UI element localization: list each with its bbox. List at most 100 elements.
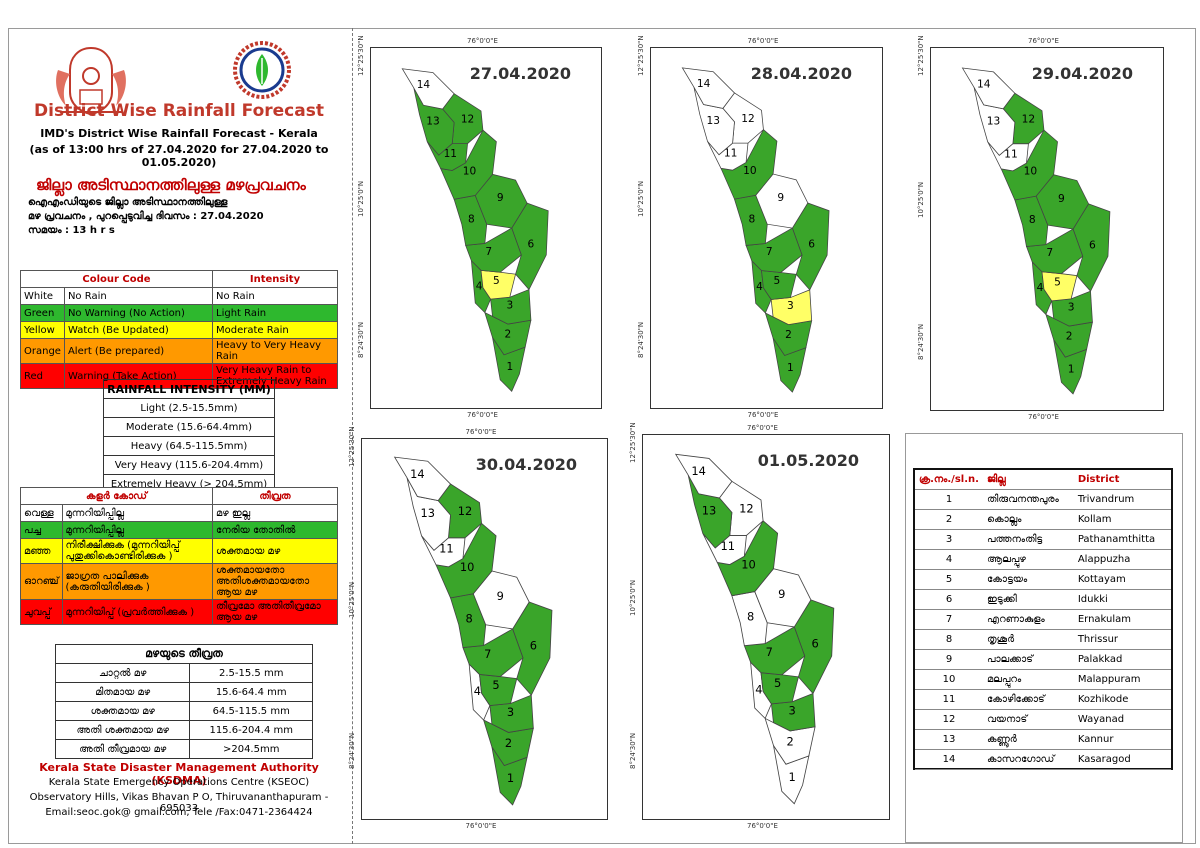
district-number: 5 xyxy=(915,569,983,590)
colour-code-ml-intensity: ശക്തമായതോ അതിശക്തമായതോ ആയ മഴ xyxy=(212,563,338,600)
district-number: 11 xyxy=(915,689,983,710)
colour-code-colour: White xyxy=(20,287,65,305)
sl-no-header: ക്ര.നം./sl.n. xyxy=(915,470,983,490)
district-area-6 xyxy=(791,202,830,291)
district-number-label: 11 xyxy=(444,148,457,160)
district-number-label: 5 xyxy=(493,275,500,287)
ksdma-name: Kerala State Disaster Management Authori… xyxy=(39,761,319,787)
district-number-label: 5 xyxy=(492,678,499,692)
longitude-label-bottom: 76°0'0"E xyxy=(465,822,497,830)
district-number-label: 10 xyxy=(460,560,474,574)
intensity-row: Moderate (15.6-64.4mm) xyxy=(103,417,275,437)
district-number-label: 4 xyxy=(476,281,483,293)
district-number-label: 12 xyxy=(739,502,754,516)
colour-code-ml-row: ഓറഞ്ച് ജാഗ്രത പാലിക്കുക (കരുതിയിരിക്കുക )… xyxy=(20,563,338,600)
district-number-label: 3 xyxy=(789,703,796,717)
colour-code-intensity: Moderate Rain xyxy=(212,321,338,339)
district-area-14 xyxy=(674,453,733,499)
district-number: 7 xyxy=(915,609,983,630)
district-area-14 xyxy=(401,68,455,110)
colour-code-ml-row: വെള്ള മുന്നറിയിപ്പില്ല മഴ ഇല്ല xyxy=(20,504,338,522)
longitude-label-top: 76°0'0"E xyxy=(1028,37,1059,45)
forecast-subtitle: IMD's District Wise Rainfall Forecast - … xyxy=(40,127,318,140)
map-date: 27.04.2020 xyxy=(469,64,571,83)
latitude-label: 10°25'0"N xyxy=(357,180,365,217)
district-en-header: District xyxy=(1073,470,1171,490)
colour-code-ml-colour: മഞ്ഞ xyxy=(20,538,63,564)
intensity-ml-row: അതി തീവ്രമായ മഴ >204.5mm xyxy=(54,739,313,759)
district-number-label: 7 xyxy=(1046,246,1053,259)
colour-code-ml-colour: പച്ച xyxy=(20,521,63,539)
latitude-label: 12°25'30"N xyxy=(629,422,637,463)
district-name-ml: തിരുവനന്തപുരം xyxy=(983,489,1074,510)
ksdma-logo xyxy=(233,41,291,99)
intensity-ml-value: 115.6-204.4 mm xyxy=(189,720,313,740)
intensity-range: Heavy (64.5-115.5mm) xyxy=(103,436,275,456)
forecast-map-panel: 27.04.2020 1 2 3 4 5 6 7 8 9 10 11 12 13 14 76°0'0"E 76°… xyxy=(357,35,602,419)
district-area-7 xyxy=(465,227,522,273)
colour-code-colour: Green xyxy=(20,304,65,322)
district-area-6 xyxy=(793,599,835,695)
district-number-label: 3 xyxy=(507,705,514,719)
map-date: 29.04.2020 xyxy=(1031,64,1133,83)
district-name-en: Thrissur xyxy=(1073,629,1171,650)
latitude-label: 10°25'0"N xyxy=(917,181,925,218)
kseoc-contact: Email:seoc.gok@ gmail.com, Tele /Fax:047… xyxy=(45,807,313,818)
latitude-label: 12°25'30"N xyxy=(357,35,365,76)
district-number-label: 10 xyxy=(743,164,757,177)
district-number-label: 3 xyxy=(1068,301,1075,314)
forecast-period: (as of 13:00 hrs of 27.04.2020 for 27.04… xyxy=(29,143,329,169)
page-frame xyxy=(8,28,1196,844)
district-number-label: 9 xyxy=(1058,192,1065,205)
district-area-7 xyxy=(743,626,806,676)
longitude-label-top: 76°0'0"E xyxy=(747,424,778,432)
district-number-label: 7 xyxy=(766,245,773,258)
district-number-label: 4 xyxy=(755,682,762,696)
district-name-ml: മലപ്പുറം xyxy=(983,669,1074,690)
forecast-map-panel: 29.04.2020 1 2 3 4 5 6 7 8 9 10 11 12 13 14 76°0'0"E 76°… xyxy=(917,35,1164,421)
district-number-label: 12 xyxy=(741,112,755,125)
latitude-label: 12°25'30"N xyxy=(917,35,925,76)
district-number: 13 xyxy=(915,729,983,750)
district-number-label: 9 xyxy=(778,587,785,601)
colour-code-header-ml: കളർ കോഡ് xyxy=(20,487,213,505)
district-name-en: Kozhikode xyxy=(1073,689,1171,710)
district-row: 6 ഇടുക്കി Idukki xyxy=(915,589,1171,610)
district-number-label: 10 xyxy=(741,558,756,572)
colour-code-ml-code: ജാഗ്രത പാലിക്കുക (കരുതിയിരിക്കുക ) xyxy=(61,563,213,600)
forecast-map-panel: 28.04.2020 1 2 3 4 5 6 7 8 9 10 11 12 13 14 76°0'0"E 76°… xyxy=(637,35,883,419)
district-number-label: 12 xyxy=(461,113,474,125)
district-name-ml: കൊല്ലം xyxy=(983,509,1074,530)
district-area-6 xyxy=(512,601,553,696)
longitude-label-bottom: 76°0'0"E xyxy=(467,411,498,419)
longitude-label-bottom: 76°0'0"E xyxy=(747,822,778,830)
colour-code-ml-code: നിരീക്ഷിക്കുക (മുന്നറിയിപ്പ് പുതുക്കികൊണ… xyxy=(61,538,213,564)
district-number-label: 7 xyxy=(484,647,491,661)
intensity-ml-label: അതി ശക്തമായ മഴ xyxy=(54,720,191,740)
district-number-label: 1 xyxy=(787,361,794,374)
district-number-label: 11 xyxy=(439,541,453,555)
intensity-ml-row: അതി ശക്തമായ മഴ 115.6-204.4 mm xyxy=(54,720,313,740)
colour-code-table-ml: കളർ കോഡ് തീവ്രത വെള്ള മുന്നറിയിപ്പില്ല മഴ … xyxy=(20,487,338,625)
district-number-label: 6 xyxy=(528,238,535,250)
district-number-label: 8 xyxy=(466,612,473,626)
intensity-ml-label: ശക്തമായ മഴ xyxy=(54,701,191,721)
intensity-table-ml: മഴയുടെ തീവ്രത ചാറ്റൽ മഴ 2.5-15.5 mm മിതമായ… xyxy=(54,644,313,759)
colour-code-ml-intensity: നേരിയ തോതിൽ xyxy=(212,521,338,539)
district-number: 2 xyxy=(915,509,983,530)
page-title: District Wise Rainfall Forecast xyxy=(34,101,324,121)
district-number-label: 2 xyxy=(505,736,512,750)
latitude-label: 10°25'0"N xyxy=(348,581,356,618)
district-area-7 xyxy=(745,227,803,273)
malayalam-line-2: മഴ പ്രവചനം , പുറപ്പെടുവിച്ച ദിവസം : 27.0… xyxy=(28,211,264,222)
district-number: 9 xyxy=(915,649,983,670)
district-name-ml: കാസറഗോഡ് xyxy=(983,749,1074,770)
district-area-6 xyxy=(1072,203,1111,292)
district-row: 1 തിരുവനന്തപുരം Trivandrum xyxy=(915,489,1171,510)
district-number-label: 11 xyxy=(724,147,738,160)
map-date: 01.05.2020 xyxy=(757,451,859,470)
district-number-label: 5 xyxy=(774,274,781,287)
latitude-label: 12°25'30"N xyxy=(637,35,645,76)
colour-code-colour: Orange xyxy=(20,338,65,364)
colour-code-intensity: Light Rain xyxy=(212,304,338,322)
